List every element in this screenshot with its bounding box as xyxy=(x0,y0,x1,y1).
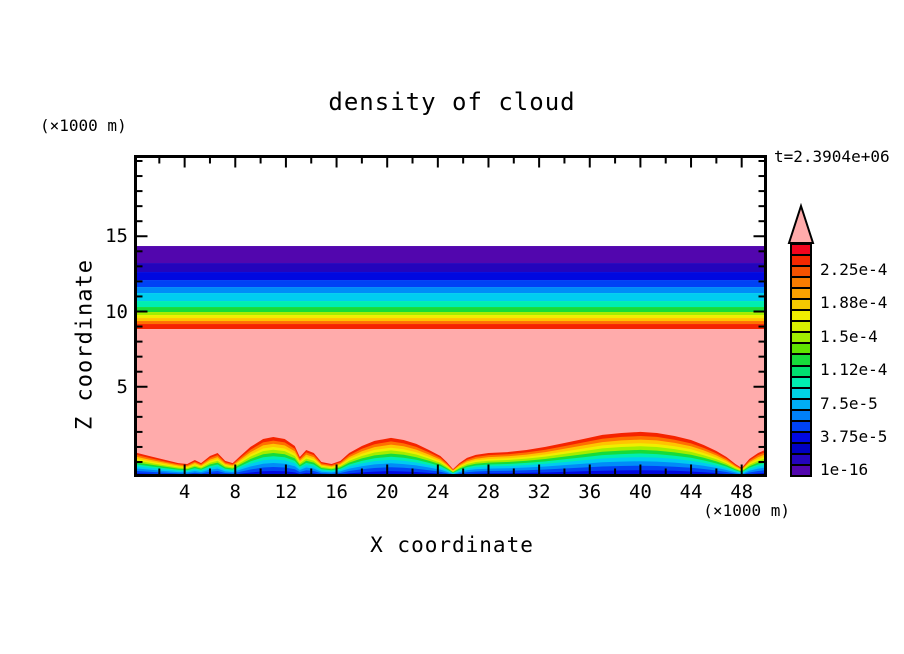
colorbar-segment xyxy=(792,465,810,475)
colorbar-segment xyxy=(792,267,810,279)
y-unit-label: (×1000 m) xyxy=(40,116,127,135)
x-tick-label: 28 xyxy=(477,481,500,503)
colorbar-segment xyxy=(792,454,810,466)
x-tick-label: 32 xyxy=(527,481,551,503)
colorbar-segment xyxy=(792,344,810,356)
colorbar-segment xyxy=(792,366,810,378)
y-axis-title: Z coordinate xyxy=(72,259,98,430)
colorbar-segment xyxy=(792,322,810,334)
colorbar-label: 1.5e-4 xyxy=(820,326,878,346)
colorbar-segment xyxy=(792,278,810,290)
colorbar-arrow-icon xyxy=(787,203,815,244)
colorbar-segment xyxy=(792,300,810,312)
colorbar-segment xyxy=(792,289,810,301)
colorbar-label: 3.75e-5 xyxy=(820,427,888,446)
x-tick-label: 48 xyxy=(730,481,754,503)
colorbar-segment xyxy=(792,377,810,389)
x-tick-label: 44 xyxy=(679,481,703,503)
chart-title: density of cloud xyxy=(328,88,576,116)
x-tick-label: 36 xyxy=(578,481,602,503)
colorbar-segment xyxy=(792,388,810,400)
colorbar-label: 1.88e-4 xyxy=(820,293,888,313)
time-annotation: t=2.3904e+06 xyxy=(774,147,890,166)
y-tick-label: 10 xyxy=(105,300,128,323)
x-axis-title: X coordinate xyxy=(370,533,534,557)
x-tick-label: 20 xyxy=(375,481,399,503)
colorbar-segment xyxy=(792,333,810,345)
colorbar-label: 2.25e-4 xyxy=(820,260,888,279)
colorbar-segment xyxy=(792,432,810,444)
colorbar xyxy=(790,243,812,477)
colorbar-segment xyxy=(792,256,810,268)
x-tick-label: 8 xyxy=(229,481,241,503)
x-tick-label: 24 xyxy=(426,481,450,503)
colorbar-segment xyxy=(792,245,810,257)
plot-area-svg xyxy=(134,155,767,477)
colorbar-segment xyxy=(792,355,810,367)
x-tick-label: 4 xyxy=(178,481,191,503)
x-tick-label: 40 xyxy=(628,481,652,503)
colorbar-segment xyxy=(792,410,810,422)
colorbar-segment xyxy=(792,443,810,455)
colorbar-label: 7.5e-5 xyxy=(820,393,878,413)
x-unit-label: (×1000 m) xyxy=(703,501,790,520)
colorbar-segment xyxy=(792,311,810,323)
y-tick-label: 5 xyxy=(116,375,128,398)
colorbar-segment xyxy=(792,399,810,411)
colorbar-segment xyxy=(792,421,810,433)
y-tick-label: 15 xyxy=(105,225,128,248)
x-tick-label: 12 xyxy=(274,481,298,503)
colorbar-label: 1e-16 xyxy=(820,460,869,480)
colorbar-label: 1.12e-4 xyxy=(820,360,888,380)
x-tick-label: 16 xyxy=(325,481,348,503)
plot-area xyxy=(134,155,767,477)
